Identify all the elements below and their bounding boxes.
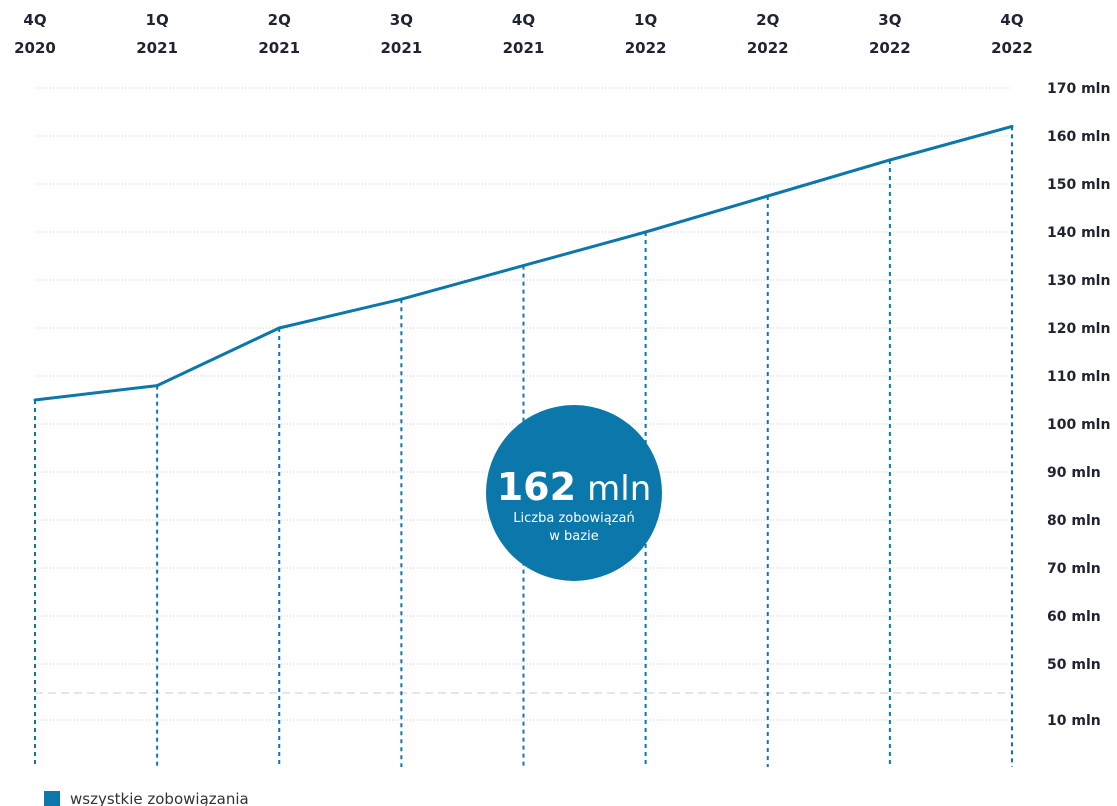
x-tick-label-quarter: 3Q xyxy=(390,11,413,29)
callout-caption-line2: w bazie xyxy=(549,529,598,544)
callout-number: 162 xyxy=(497,465,576,509)
y-tick-label: 110 mln xyxy=(1047,369,1110,385)
x-tick-label-quarter: 4Q xyxy=(1000,11,1023,29)
data-point xyxy=(33,398,37,402)
x-tick-label-year: 2021 xyxy=(503,39,545,57)
x-tick-label-year: 2022 xyxy=(869,39,911,57)
callout-circle xyxy=(486,405,662,581)
y-tick-label: 70 mln xyxy=(1047,561,1101,577)
data-point xyxy=(277,326,281,330)
x-tick-label-year: 2020 xyxy=(14,39,56,57)
x-axis-labels: 4Q 2020 1Q 2021 2Q 2021 3Q 2021 4Q 2021 1Q 2022 2Q 20… xyxy=(14,11,1033,57)
y-tick-label: 140 mln xyxy=(1047,225,1110,241)
y-tick-label: 130 mln xyxy=(1047,273,1110,289)
callout-unit: mln xyxy=(587,469,651,509)
data-point xyxy=(522,264,525,268)
x-tick-label-year: 2021 xyxy=(258,39,300,57)
y-tick-label: 150 mln xyxy=(1047,177,1110,193)
x-tick-label-quarter: 1Q xyxy=(146,11,169,29)
y-tick-label: 170 mln xyxy=(1047,81,1110,97)
y-tick-label: 50 mln xyxy=(1047,657,1101,673)
data-point xyxy=(888,158,892,162)
x-tick-label-quarter: 2Q xyxy=(756,11,779,29)
x-tick-label-year: 2022 xyxy=(625,39,667,57)
legend: wszystkie zobowiązania xyxy=(44,790,249,806)
legend-swatch xyxy=(44,791,60,806)
y-axis-labels: 170 mln 160 mln 150 mln 140 mln 130 mln 120 m… xyxy=(1047,81,1110,729)
y-tick-label: 90 mln xyxy=(1047,465,1101,481)
series-line xyxy=(34,124,1013,402)
x-tick-label-quarter: 2Q xyxy=(268,11,291,29)
data-point xyxy=(644,230,648,234)
data-point xyxy=(766,194,770,198)
callout-value: 162 mln xyxy=(497,465,652,509)
x-tick-label-quarter: 3Q xyxy=(878,11,901,29)
data-point xyxy=(399,297,403,301)
x-tick-label-quarter: 4Q xyxy=(23,11,46,29)
y-tick-label: 80 mln xyxy=(1047,513,1101,529)
callout-bubble: 162 mln Liczba zobowiązań w bazie xyxy=(486,405,662,581)
x-tick-label-quarter: 1Q xyxy=(634,11,657,29)
x-tick-label-quarter: 4Q xyxy=(512,11,535,29)
x-tick-label-year: 2022 xyxy=(747,39,789,57)
x-tick-label-year: 2021 xyxy=(136,39,178,57)
series-line-group xyxy=(33,124,1014,402)
data-point xyxy=(155,384,159,388)
vertical-guides xyxy=(34,126,1013,767)
y-tick-label: 120 mln xyxy=(1047,321,1110,337)
y-tick-label: 100 mln xyxy=(1047,417,1110,433)
y-tick-label: 160 mln xyxy=(1047,129,1110,145)
x-tick-label-year: 2022 xyxy=(991,39,1033,57)
y-tick-label: 10 mln xyxy=(1047,713,1101,729)
callout-caption-line1: Liczba zobowiązań xyxy=(513,511,634,526)
legend-label: wszystkie zobowiązania xyxy=(70,790,249,806)
y-tick-label: 60 mln xyxy=(1047,609,1101,625)
x-tick-label-year: 2021 xyxy=(381,39,423,57)
data-point xyxy=(1010,124,1014,128)
